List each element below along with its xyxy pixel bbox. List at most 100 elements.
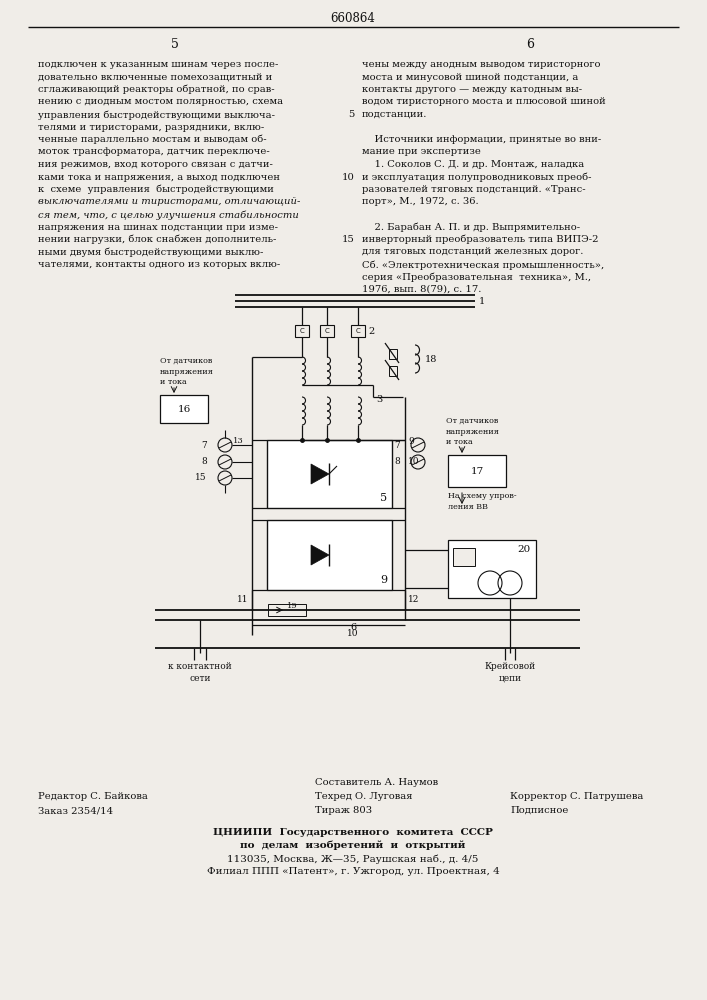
Text: довательно включенные помехозащитный и: довательно включенные помехозащитный и [38, 73, 272, 82]
Bar [453, 548, 475, 566]
Text: Крейсовой: Крейсовой [484, 662, 536, 671]
Text: 9: 9 [408, 437, 414, 446]
Text: подключен к указанным шинам через после-: подключен к указанным шинам через после- [38, 60, 279, 69]
Text: Редактор С. Байкова: Редактор С. Байкова [38, 792, 148, 801]
Text: 8: 8 [201, 458, 207, 466]
Text: Источники информации, принятые во вни-: Источники информации, принятые во вни- [362, 135, 601, 144]
Text: 2. Барабан А. П. и др. Выпрямительно-: 2. Барабан А. П. и др. Выпрямительно- [362, 223, 580, 232]
Text: 19: 19 [287, 602, 298, 610]
Text: порт», М., 1972, с. 36.: порт», М., 1972, с. 36. [362, 198, 479, 207]
Bar [320, 325, 334, 337]
Text: Заказ 2354/14: Заказ 2354/14 [38, 806, 113, 815]
Text: по  делам  изобретений  и  открытий: по делам изобретений и открытий [240, 841, 466, 850]
Text: ния режимов, вход которого связан с датчи-: ния режимов, вход которого связан с датч… [38, 160, 273, 169]
Text: C: C [356, 328, 361, 334]
Text: Техред О. Луговая: Техред О. Луговая [315, 792, 412, 801]
Text: 17: 17 [470, 466, 484, 476]
Bar [295, 325, 309, 337]
Text: 10: 10 [341, 172, 354, 182]
Text: водом тиристорного моста и плюсовой шиной: водом тиристорного моста и плюсовой шино… [362, 98, 606, 106]
Text: напряжения на шинах подстанции при изме-: напряжения на шинах подстанции при изме- [38, 223, 278, 232]
Text: управления быстродействующими выключа-: управления быстродействующими выключа- [38, 110, 275, 119]
Text: 15: 15 [195, 474, 207, 483]
Text: Тираж 803: Тираж 803 [315, 806, 372, 815]
Text: C: C [325, 328, 329, 334]
Text: 5: 5 [380, 493, 387, 503]
Text: к  схеме  управления  быстродействующими: к схеме управления быстродействующими [38, 185, 274, 194]
Bar [389, 366, 397, 376]
Text: 1976, вып. 8(79), с. 17.: 1976, вып. 8(79), с. 17. [362, 285, 481, 294]
Text: 16: 16 [177, 404, 191, 414]
Text: 113035, Москва, Ж—35, Раушская наб., д. 4/5: 113035, Москва, Ж—35, Раушская наб., д. … [228, 854, 479, 863]
Text: 7: 7 [201, 440, 207, 450]
Text: нению с диодным мостом полярностью, схема: нению с диодным мостом полярностью, схем… [38, 98, 283, 106]
Bar [268, 604, 306, 616]
Polygon shape [311, 545, 329, 565]
Text: инверторный преобразователь типа ВИПЭ-2: инверторный преобразователь типа ВИПЭ-2 [362, 235, 599, 244]
Text: мание при экспертизе: мание при экспертизе [362, 147, 481, 156]
Text: нении нагрузки, блок снабжен дополнитель-: нении нагрузки, блок снабжен дополнитель… [38, 235, 276, 244]
Text: моста и минусовой шиной подстанции, а: моста и минусовой шиной подстанции, а [362, 73, 578, 82]
Text: напряжения: напряжения [160, 368, 214, 376]
Text: ся тем, что, с целью улучшения стабильности: ся тем, что, с целью улучшения стабильно… [38, 210, 299, 220]
Text: сети: сети [189, 674, 211, 683]
Text: телями и тиристорами, разрядники, вклю-: телями и тиристорами, разрядники, вклю- [38, 122, 264, 131]
Text: 9: 9 [380, 575, 387, 585]
Text: 10: 10 [347, 629, 358, 638]
Text: Подписное: Подписное [510, 806, 568, 815]
Text: 13: 13 [233, 437, 244, 445]
Text: От датчиков: От датчиков [446, 417, 498, 425]
Text: выключателями и тиристорами, отличающий-: выключателями и тиристорами, отличающий- [38, 198, 300, 207]
Text: Корректор С. Патрушева: Корректор С. Патрушева [510, 792, 643, 801]
Text: чателями, контакты одного из которых вклю-: чателями, контакты одного из которых вкл… [38, 260, 280, 269]
Text: ными двумя быстродействующими выклю-: ными двумя быстродействующими выклю- [38, 247, 264, 257]
Text: цепи: цепи [498, 674, 522, 683]
Polygon shape [311, 464, 329, 484]
Text: 5: 5 [171, 38, 179, 51]
Text: разователей тяговых подстанций. «Транс-: разователей тяговых подстанций. «Транс- [362, 185, 585, 194]
Text: От датчиков: От датчиков [160, 357, 212, 365]
Text: 2: 2 [368, 326, 374, 336]
Text: 7: 7 [395, 440, 400, 450]
Bar [267, 440, 392, 508]
Text: подстанции.: подстанции. [362, 110, 427, 119]
Text: чены между анодным выводом тиристорного: чены между анодным выводом тиристорного [362, 60, 600, 69]
Text: и эксплуатация полупроводниковых преоб-: и эксплуатация полупроводниковых преоб- [362, 172, 592, 182]
Text: ками тока и напряжения, а выход подключен: ками тока и напряжения, а выход подключе… [38, 172, 280, 182]
Text: 12: 12 [408, 595, 419, 604]
Text: напряжения: напряжения [446, 428, 500, 436]
Text: 3: 3 [376, 395, 382, 404]
Text: ченные параллельно мостам и выводам об-: ченные параллельно мостам и выводам об- [38, 135, 267, 144]
Bar [448, 455, 506, 487]
Text: 15: 15 [341, 235, 354, 244]
Bar [351, 325, 365, 337]
Bar [389, 349, 397, 359]
Text: Филиал ППП «Патент», г. Ужгород, ул. Проектная, 4: Филиал ППП «Патент», г. Ужгород, ул. Про… [206, 867, 499, 876]
Bar [448, 540, 536, 598]
Text: моток трансформатора, датчик переключе-: моток трансформатора, датчик переключе- [38, 147, 270, 156]
Text: 10: 10 [408, 458, 419, 466]
Text: для тяговых подстанций железных дорог.: для тяговых подстанций железных дорог. [362, 247, 583, 256]
Text: 8: 8 [395, 458, 400, 466]
Text: и тока: и тока [446, 438, 473, 446]
Text: Сб. «Электротехническая промышленность»,: Сб. «Электротехническая промышленность», [362, 260, 604, 269]
Text: контакты другого — между катодным вы-: контакты другого — между катодным вы- [362, 85, 582, 94]
Text: 660864: 660864 [331, 11, 375, 24]
Text: 20: 20 [518, 545, 531, 554]
Text: ЦНИИПИ  Государственного  комитета  СССР: ЦНИИПИ Государственного комитета СССР [213, 828, 493, 837]
Text: 18: 18 [425, 356, 438, 364]
Text: к контактной: к контактной [168, 662, 232, 671]
Text: 1: 1 [479, 296, 485, 306]
Text: Составитель А. Наумов: Составитель А. Наумов [315, 778, 438, 787]
Text: и тока: и тока [160, 378, 187, 386]
Text: 11: 11 [237, 595, 248, 604]
Bar [160, 395, 208, 423]
Text: C: C [300, 328, 305, 334]
Text: 1. Соколов С. Д. и др. Монтаж, наладка: 1. Соколов С. Д. и др. Монтаж, наладка [362, 160, 584, 169]
Text: 6: 6 [350, 623, 356, 632]
Text: 5: 5 [348, 110, 354, 119]
Text: 6: 6 [526, 38, 534, 51]
Bar [267, 520, 392, 590]
Text: На схему упров-: На схему упров- [448, 492, 517, 500]
Text: ления BB: ления BB [448, 503, 488, 511]
